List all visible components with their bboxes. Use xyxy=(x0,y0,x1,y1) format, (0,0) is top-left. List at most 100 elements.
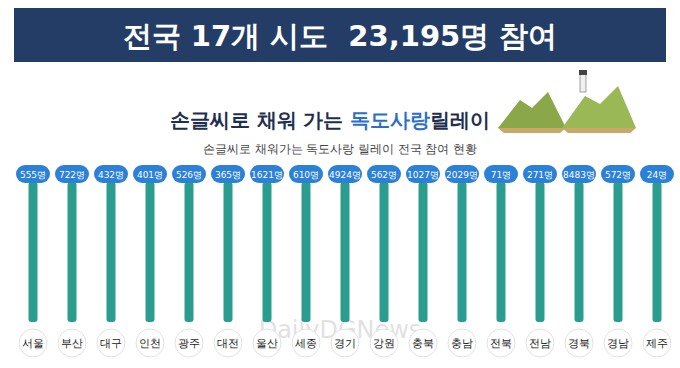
value-pill-bg xyxy=(406,165,440,183)
category-badge xyxy=(643,329,671,357)
data-label: 2029명 xyxy=(446,170,478,180)
value-pill: 562명 xyxy=(367,165,401,183)
value-pill: 1027명 xyxy=(406,165,440,183)
category-label: 대구 xyxy=(100,337,122,350)
value-pill: 555명 xyxy=(16,165,50,183)
category-badge xyxy=(175,329,203,357)
category-badge xyxy=(448,329,476,357)
subtitle-part: 독도사랑 xyxy=(350,108,430,132)
stem xyxy=(497,182,506,322)
category-label: 강원 xyxy=(373,337,395,350)
data-label: 562명 xyxy=(371,170,397,180)
subtitle-part: 손글씨로 채워 가는 xyxy=(170,108,351,132)
value-pill: 365명 xyxy=(211,165,245,183)
value-pill-bg xyxy=(250,165,284,183)
data-label: 722명 xyxy=(59,170,85,180)
stem xyxy=(302,182,311,322)
value-pill: 4924명 xyxy=(328,165,362,183)
category-badge xyxy=(526,329,554,357)
data-label: 526명 xyxy=(176,170,202,180)
stem xyxy=(575,182,584,322)
stem xyxy=(341,182,350,322)
value-pill-bg xyxy=(211,165,245,183)
data-label: 271명 xyxy=(527,170,553,180)
data-label: 1027명 xyxy=(407,170,439,180)
category-badge xyxy=(253,329,281,357)
value-pill: 71명 xyxy=(484,165,518,183)
category-label: 경남 xyxy=(607,337,629,350)
stem xyxy=(185,182,194,322)
stem xyxy=(146,182,155,322)
data-label: 432명 xyxy=(98,170,124,180)
value-pill: 610명 xyxy=(289,165,323,183)
value-pill: 572명 xyxy=(601,165,635,183)
category-badge xyxy=(565,329,593,357)
value-pill-bg xyxy=(289,165,323,183)
category-label: 충남 xyxy=(451,337,473,350)
data-label: 71명 xyxy=(491,170,511,180)
value-pill: 722명 xyxy=(55,165,89,183)
island-base xyxy=(562,128,636,133)
value-pill: 8483명 xyxy=(562,165,596,183)
caption: 손글씨로 채워가는 독도사랑 릴레이 전국 참여 현황 xyxy=(203,142,477,156)
stem xyxy=(458,182,467,322)
category-label: 제주 xyxy=(646,337,668,350)
value-pill-bg xyxy=(133,165,167,183)
value-pill-bg xyxy=(484,165,518,183)
stem xyxy=(107,182,116,322)
value-pill: 2029명 xyxy=(445,165,479,183)
value-pill-bg xyxy=(523,165,557,183)
category-label: 울산 xyxy=(256,337,278,350)
stem xyxy=(614,182,623,322)
category-label: 전남 xyxy=(529,337,551,350)
stem xyxy=(68,182,77,322)
category-badge xyxy=(370,329,398,357)
value-pill-bg xyxy=(562,165,596,183)
category-badge xyxy=(97,329,125,357)
value-pill-bg xyxy=(55,165,89,183)
category-badge xyxy=(136,329,164,357)
data-label: 572명 xyxy=(605,170,631,180)
category-label: 충북 xyxy=(412,337,434,350)
data-label: 365명 xyxy=(215,170,241,180)
stem xyxy=(653,182,662,322)
lighthouse xyxy=(580,74,586,92)
stem xyxy=(419,182,428,322)
value-pill: 271명 xyxy=(523,165,557,183)
island xyxy=(562,86,636,128)
value-pill-bg xyxy=(601,165,635,183)
value-pill: 526명 xyxy=(172,165,206,183)
category-label: 광주 xyxy=(178,337,200,350)
data-label: 24명 xyxy=(647,170,667,180)
value-pill-bg xyxy=(94,165,128,183)
island-illustration xyxy=(498,70,636,133)
data-label: 1621명 xyxy=(251,170,283,180)
data-label: 4924명 xyxy=(329,170,361,180)
category-label: 대전 xyxy=(217,337,239,350)
category-badge xyxy=(331,329,359,357)
category-label: 세종 xyxy=(295,337,317,350)
category-badge xyxy=(19,329,47,357)
island-base xyxy=(498,128,566,133)
data-label: 8483명 xyxy=(563,170,595,180)
category-label: 인천 xyxy=(139,337,161,350)
category-badge xyxy=(58,329,86,357)
stem xyxy=(29,182,38,322)
chart: 전국 17개 시도 23,195명 참여손글씨로 채워 가는 독도사랑릴레이손글… xyxy=(0,0,680,368)
category-label: 전북 xyxy=(490,337,512,350)
subtitle: 손글씨로 채워 가는 독도사랑릴레이 xyxy=(170,108,491,132)
value-pill: 1621명 xyxy=(250,165,284,183)
category-badge xyxy=(214,329,242,357)
value-pill-bg xyxy=(640,165,674,183)
subtitle-part: 릴레이 xyxy=(430,108,490,132)
data-label: 610명 xyxy=(293,170,319,180)
island xyxy=(498,92,566,128)
value-pill: 401명 xyxy=(133,165,167,183)
value-pill-bg xyxy=(172,165,206,183)
category-badge xyxy=(487,329,515,357)
category-label: 경기 xyxy=(334,337,356,350)
category-label: 서울 xyxy=(22,337,44,350)
value-pill: 24명 xyxy=(640,165,674,183)
value-pill-bg xyxy=(16,165,50,183)
category-badge xyxy=(604,329,632,357)
